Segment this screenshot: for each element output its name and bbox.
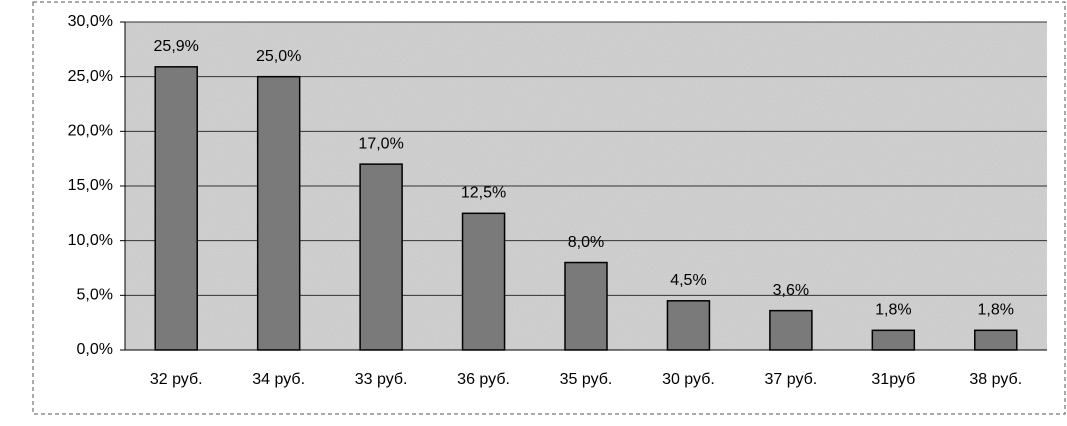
value-label: 17,0%: [358, 135, 403, 152]
y-tick-label: 15,0%: [68, 177, 113, 194]
y-tick-label: 25,0%: [68, 68, 113, 85]
bar: [974, 329, 1018, 351]
value-label: 25,9%: [154, 38, 199, 55]
bar: [154, 66, 198, 351]
x-tick-label: 31руб: [871, 371, 915, 388]
value-label: 12,5%: [461, 185, 506, 202]
x-tick-label: 32 руб.: [150, 371, 203, 388]
bar: [564, 261, 608, 351]
x-tick-label: 37 руб.: [765, 371, 818, 388]
y-tick-label: 5,0%: [77, 287, 113, 304]
x-tick-label: 36 руб.: [457, 371, 510, 388]
bar: [871, 329, 916, 351]
value-label: 1,8%: [978, 302, 1014, 319]
y-tick-label: 30,0%: [68, 13, 113, 30]
bar: [256, 75, 301, 351]
bar: [359, 163, 403, 351]
value-label: 3,6%: [773, 282, 809, 299]
bar: [666, 300, 711, 351]
value-label: 25,0%: [256, 48, 301, 65]
y-tick-label: 10,0%: [68, 232, 113, 249]
bar: [461, 212, 506, 351]
value-label: 1,8%: [875, 302, 911, 319]
x-tick-label: 34 руб.: [252, 371, 305, 388]
bar: [769, 309, 813, 351]
x-tick-label: 35 руб.: [560, 371, 613, 388]
y-tick-label: 0,0%: [77, 341, 113, 358]
x-tick-label: 38 руб.: [969, 371, 1022, 388]
x-tick-label: 30 руб.: [662, 371, 715, 388]
x-tick-label: 33 руб.: [355, 371, 408, 388]
value-label: 8,0%: [568, 234, 604, 251]
value-label: 4,5%: [670, 272, 706, 289]
y-tick-label: 20,0%: [68, 123, 113, 140]
